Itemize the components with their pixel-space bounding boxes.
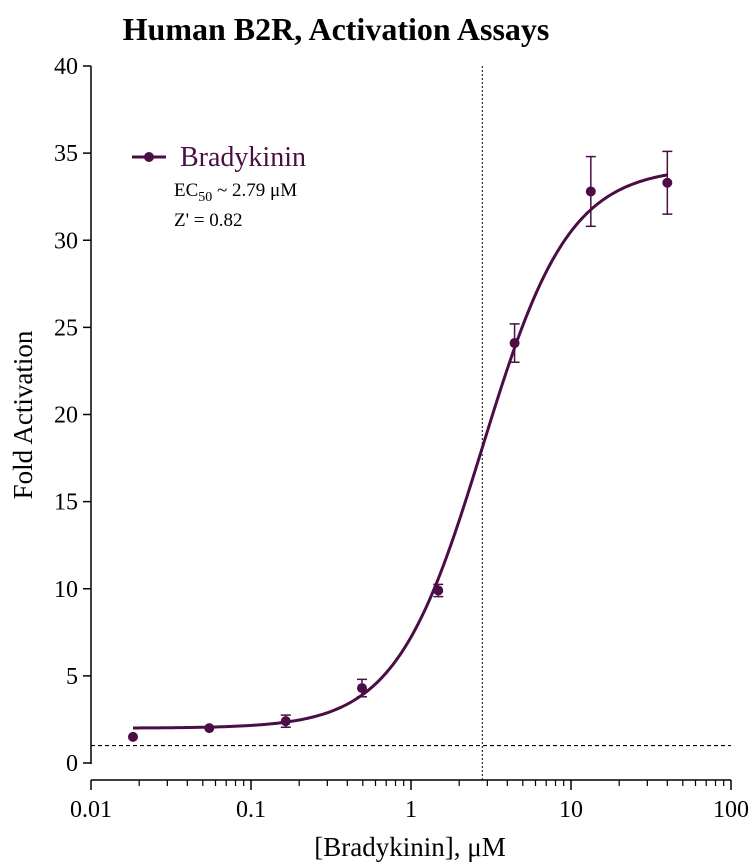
axes: 0 5 10 15 20 25 30 35 40 0.01 0.1 1 10 100 [54,54,749,823]
x-tick-label: 10 [559,797,583,823]
y-tick-label: 25 [54,315,78,341]
data-point [585,186,596,197]
x-axis-label: [Bradykinin], μM [314,832,505,862]
x-tick-label: 1 [405,797,417,823]
data-points [127,150,673,742]
z-prime-annotation: Z' = 0.82 [174,210,243,231]
data-point [204,723,215,734]
data-point [356,683,367,694]
y-tick-label: 20 [54,403,78,429]
data-point [280,716,291,727]
x-tick-label: 0.01 [70,797,112,823]
ec50-suffix: ~ 2.79 μM [212,180,297,201]
data-point [662,177,673,188]
y-tick-label: 35 [54,141,78,167]
chart-title: Human B2R, Activation Assays [123,11,550,47]
legend: Bradykinin [132,142,306,173]
ec50-subscript: 50 [198,190,212,205]
y-tick-label: 5 [66,664,78,690]
data-point [127,731,138,742]
ec50-prefix: EC [174,180,198,201]
legend-label: Bradykinin [180,142,306,173]
x-tick-label: 0.1 [236,797,266,823]
x-ticks: 0.01 0.1 1 10 100 [70,780,749,823]
y-tick-label: 10 [54,577,78,603]
y-tick-label: 30 [54,228,78,254]
y-ticks: 0 5 10 15 20 25 30 35 40 [54,54,91,777]
ec50-annotation: EC50 ~ 2.79 μM [174,180,297,205]
data-point [433,585,444,596]
fit-curve [132,173,668,730]
x-tick-label: 100 [713,797,749,823]
y-tick-label: 40 [54,54,78,80]
legend-point-marker [144,152,154,162]
y-axis-label: Fold Activation [8,330,38,499]
y-tick-label: 0 [66,751,78,777]
data-point [509,338,520,349]
y-tick-label: 15 [54,490,78,516]
